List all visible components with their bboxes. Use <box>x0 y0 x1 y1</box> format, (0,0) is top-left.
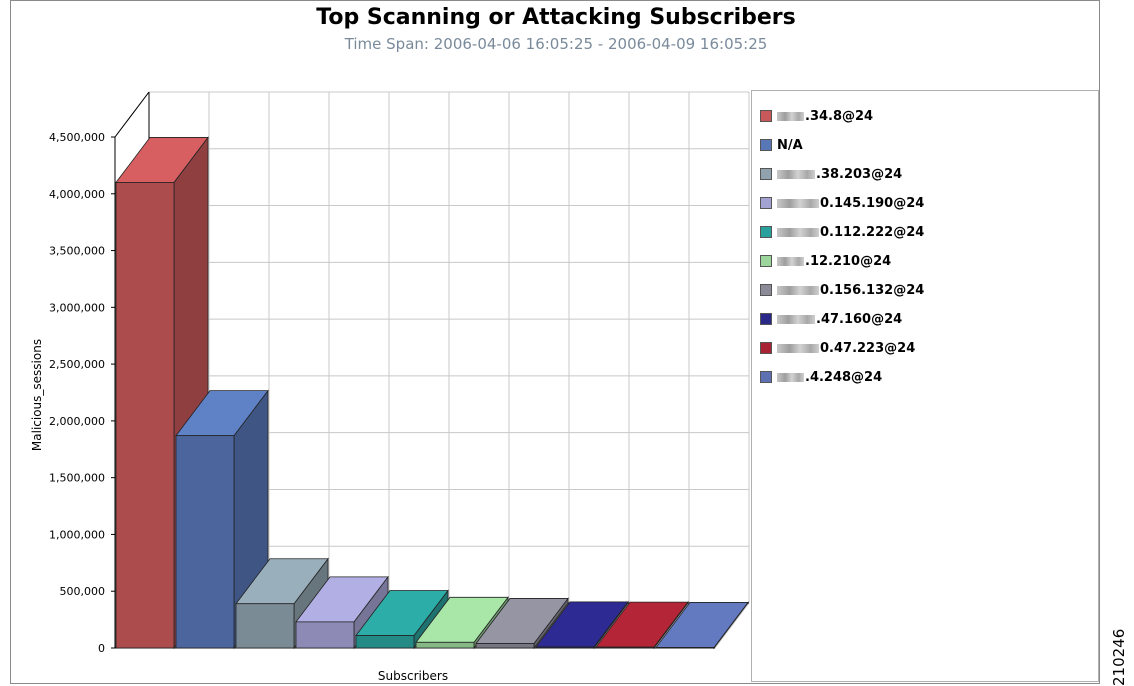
chart-title: Top Scanning or Attacking Subscribers <box>316 5 796 30</box>
redacted-blur <box>777 314 815 324</box>
legend-label: .4.248@24 <box>805 369 883 385</box>
legend-item: 0.156.132@24 <box>760 281 924 299</box>
y-tick-label: 3,000,000 <box>49 301 105 314</box>
redacted-blur <box>777 198 819 208</box>
bar <box>655 601 749 650</box>
y-tick-labels: 0 500,000 1,000,000 1,500,000 2,000,000 2,500… <box>49 131 115 655</box>
bar-front <box>475 643 535 649</box>
y-tick-label: 0 <box>98 642 105 655</box>
legend-label: N/A <box>777 137 803 153</box>
legend-item: 0.145.190@24 <box>760 194 924 212</box>
legend-swatch <box>760 342 772 354</box>
y-tick-label: 1,000,000 <box>49 528 105 541</box>
bar-front <box>355 635 415 649</box>
legend-label: 0.156.132@24 <box>820 282 925 298</box>
redacted-blur <box>777 343 819 353</box>
x-axis-label: Subscribers <box>378 669 448 683</box>
bar-front <box>175 435 235 649</box>
legend-swatch <box>760 284 772 296</box>
gridline-floor <box>714 602 750 649</box>
legend-label: 0.112.222@24 <box>820 224 925 240</box>
bar-front <box>235 603 295 649</box>
bar <box>295 575 389 650</box>
bar-front <box>115 182 175 649</box>
redacted-blur <box>777 285 819 295</box>
bar-front <box>595 646 655 649</box>
y-tick-label: 4,000,000 <box>49 188 105 201</box>
legend-item: .34.8@24 <box>760 107 873 125</box>
bar <box>475 597 569 650</box>
legend-item: .38.203@24 <box>760 165 902 183</box>
legend-swatch <box>760 226 772 238</box>
legend-swatch <box>760 168 772 180</box>
legend-label: .47.160@24 <box>816 311 903 327</box>
bar-front <box>415 641 475 649</box>
legend-label: 0.145.190@24 <box>820 195 925 211</box>
legend-swatch <box>760 139 772 151</box>
legend-swatch <box>760 110 772 122</box>
legend-item: .4.248@24 <box>760 368 882 386</box>
legend-item: .12.210@24 <box>760 252 891 270</box>
legend-swatch <box>760 371 772 383</box>
bars <box>115 136 749 650</box>
legend-swatch <box>760 313 772 325</box>
bar <box>595 600 689 650</box>
chart-subtitle: Time Span: 2006-04-06 16:05:25 - 2006-04… <box>344 35 768 53</box>
redacted-blur <box>777 227 819 237</box>
bar-front <box>655 647 715 649</box>
legend-item: N/A <box>760 136 803 154</box>
y-tick-label: 4,500,000 <box>49 131 105 144</box>
legend-item: .47.160@24 <box>760 310 902 328</box>
bar <box>535 600 629 650</box>
y-tick-label: 500,000 <box>60 585 106 598</box>
bar-front <box>295 621 355 649</box>
legend-swatch <box>760 197 772 209</box>
legend-label: 0.47.223@24 <box>820 340 916 356</box>
top-depth-line <box>114 91 150 138</box>
legend-swatch <box>760 255 772 267</box>
gridline-floor <box>654 602 690 649</box>
y-tick-label: 2,000,000 <box>49 415 105 428</box>
legend: .34.8@24 N/A .38.203@24 0.145.190@24 0.112.2… <box>751 90 1099 682</box>
legend-label: .38.203@24 <box>816 166 903 182</box>
legend-label: .34.8@24 <box>805 108 874 124</box>
y-tick-label: 3,500,000 <box>49 245 105 258</box>
bar-front <box>535 646 595 649</box>
y-tick-label: 1,500,000 <box>49 472 105 485</box>
legend-item: 0.47.223@24 <box>760 339 915 357</box>
legend-item: 0.112.222@24 <box>760 223 924 241</box>
redacted-blur <box>777 111 804 121</box>
figure-number: 210246 <box>1110 628 1128 686</box>
redacted-blur <box>777 372 804 382</box>
y-axis-label: Malicious_sessions <box>30 339 44 451</box>
redacted-blur <box>777 256 804 266</box>
redacted-blur <box>777 169 815 179</box>
y-tick-label: 2,500,000 <box>49 358 105 371</box>
legend-label: .12.210@24 <box>805 253 892 269</box>
